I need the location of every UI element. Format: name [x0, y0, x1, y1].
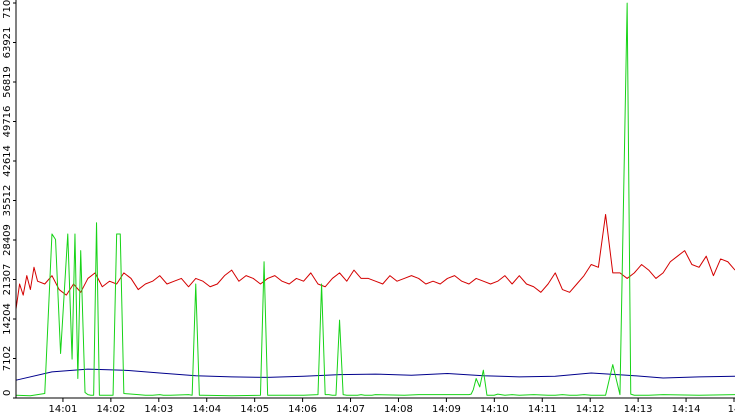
y-tick-label: 14204	[2, 303, 13, 335]
series-line-red	[15, 213, 735, 310]
x-tick-label: 14:10	[480, 404, 509, 415]
x-tick-label: 14:14	[672, 404, 701, 415]
y-tick-label: 56819	[2, 66, 13, 98]
x-tick-label: 14:06	[288, 404, 317, 415]
x-tick-label: 14:12	[576, 404, 605, 415]
y-tick-label: 63921	[2, 27, 13, 59]
x-tick-label: 14:09	[432, 404, 461, 415]
y-tick-label: 7102	[2, 346, 13, 371]
series-layer	[15, 2, 735, 397]
series-line-green	[15, 2, 735, 397]
x-tick-label: 14:05	[240, 404, 269, 415]
x-axis-ticks: 14:01 14:02 14:03 14:04 14:05 14:06 14:07 14:08…	[49, 398, 735, 415]
x-tick-label: 14:04	[192, 404, 221, 415]
y-tick-label: 0	[2, 390, 13, 396]
x-tick-label: 14:11	[528, 404, 557, 415]
x-tick-label: 14:03	[144, 404, 173, 415]
y-tick-label: 71024	[2, 0, 13, 19]
x-tick-label: 14:01	[49, 404, 78, 415]
y-axis-ticks: 0 7102 14204 21307 28409 35512 42614 49716 56819…	[2, 0, 16, 399]
x-tick-label: 14:08	[384, 404, 413, 415]
x-tick-label: 14:07	[336, 404, 365, 415]
y-tick-label: 21307	[2, 264, 13, 296]
x-tick-label: 14	[728, 404, 735, 415]
x-tick-label: 14:02	[96, 404, 125, 415]
y-tick-label: 42614	[2, 145, 13, 177]
x-tick-label: 14:13	[624, 404, 653, 415]
y-tick-label: 28409	[2, 224, 13, 256]
y-tick-label: 49716	[2, 106, 13, 138]
y-tick-label: 35512	[2, 185, 13, 217]
